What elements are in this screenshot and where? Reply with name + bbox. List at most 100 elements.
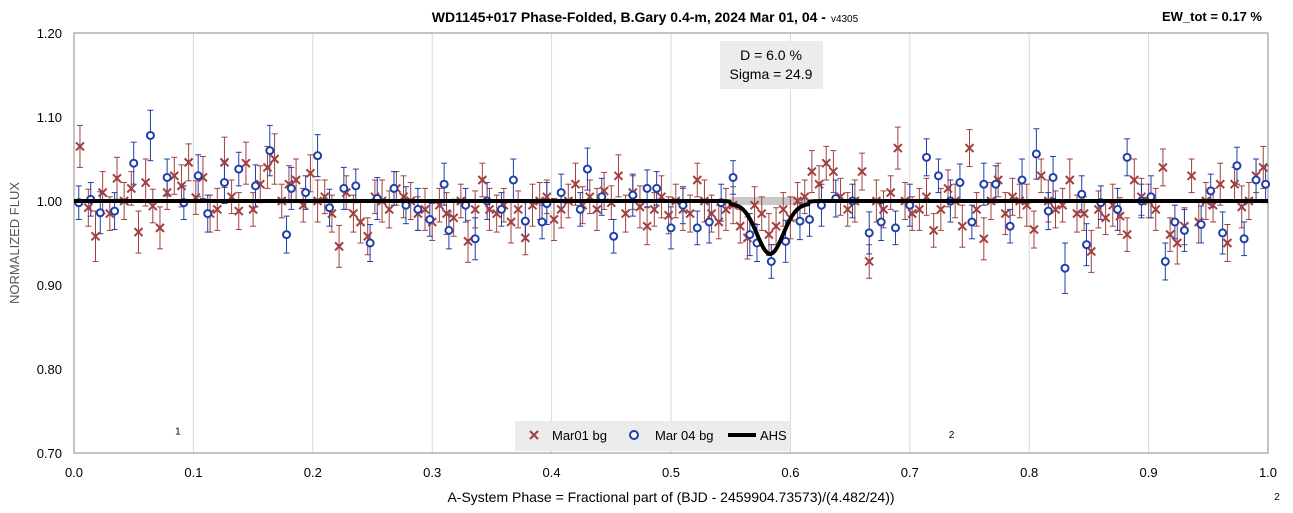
data-point-mar04	[110, 206, 120, 216]
data-point-mar01	[241, 158, 251, 168]
annotation-box-bg	[720, 41, 823, 89]
data-point-mar01	[592, 204, 602, 215]
data-point-mar01	[334, 241, 344, 252]
data-point-mar01	[757, 208, 767, 219]
data-point-mar01	[140, 177, 151, 188]
data-point-mar01	[305, 168, 316, 178]
data-point-mar04	[876, 217, 886, 227]
data-point-mar04	[193, 171, 203, 181]
data-point-mar04	[1122, 152, 1132, 162]
data-point-mar01	[513, 204, 523, 215]
legend-label-mar01: Mar01 bg	[552, 428, 607, 443]
data-point-mar04	[933, 171, 943, 181]
data-point-mar04	[313, 151, 323, 161]
data-point-mar01	[1129, 175, 1139, 185]
legend-marker-mar04	[629, 430, 639, 440]
y-tick-labels: 0.70 0.80 0.90 1.00 1.10 1.20	[37, 26, 62, 461]
data-point-mar04	[766, 256, 776, 266]
data-point-mar01	[477, 175, 488, 185]
x-tick-label: 0.9	[1140, 465, 1158, 480]
data-point-mar04	[439, 179, 449, 189]
data-point-mar04	[642, 183, 652, 193]
data-point-mar04	[1206, 186, 1216, 196]
data-point-mar01	[800, 192, 810, 202]
x-tick-label: 0.2	[304, 465, 322, 480]
data-point-mar04	[575, 204, 585, 214]
data-point-mar04	[389, 183, 399, 193]
data-point-mar04	[704, 217, 714, 227]
data-point-mar04	[537, 217, 547, 227]
data-point-mar04	[444, 225, 454, 235]
y-tick-label: 1.00	[37, 194, 62, 209]
data-point-mar01	[520, 233, 531, 243]
data-point-mar01	[957, 221, 968, 231]
data-point-mar01	[692, 175, 702, 185]
data-point-mar04	[652, 183, 662, 193]
data-point-mar04	[666, 223, 676, 233]
data-point-mar01	[83, 203, 94, 213]
data-point-mar01	[1065, 175, 1075, 185]
y-tick-label: 1.20	[37, 26, 62, 41]
data-point-mar01	[1151, 204, 1161, 215]
data-point-mar01	[355, 217, 366, 227]
x-tick-label: 0.3	[423, 465, 441, 480]
data-point-mar01	[814, 179, 824, 189]
data-point-mar01	[1029, 224, 1039, 235]
data-point-mar04	[470, 234, 480, 244]
data-point-mar04	[955, 178, 965, 188]
data-point-mar04	[129, 158, 139, 168]
data-point-mar04	[325, 203, 335, 213]
data-point-mar01	[893, 143, 903, 153]
data-point-mar01	[183, 157, 194, 168]
data-point-mar01	[1222, 238, 1233, 248]
data-point-mar04	[1170, 217, 1180, 227]
x-tick-labels: 0.0 0.1 0.2 0.3 0.4 0.5 0.6 0.7 0.8 0.9 1.0	[65, 465, 1277, 480]
data-point-mar04	[890, 223, 900, 233]
y-tick-label: 0.80	[37, 362, 62, 377]
data-point-mar04	[496, 204, 506, 214]
data-point-mar04	[1179, 225, 1189, 235]
data-point-mar01	[348, 208, 359, 219]
data-point-mar01	[663, 210, 674, 220]
legend: Mar01 bg Mar 04 bg AHS	[515, 421, 790, 451]
data-point-mar04	[351, 181, 361, 191]
data-point-mar01	[506, 217, 516, 227]
data-point-mar01	[979, 234, 989, 244]
data-point-mar01	[964, 143, 975, 153]
y-tick-label: 0.90	[37, 278, 62, 293]
data-point-mar01	[1229, 179, 1240, 189]
data-point-mar01	[649, 204, 659, 215]
data-point-mar01	[843, 204, 853, 215]
data-point-mar01	[1036, 171, 1046, 181]
data-point-mar01	[219, 157, 230, 168]
data-point-mar04	[1261, 179, 1271, 189]
ahs-model-line	[73, 199, 1269, 256]
data-point-mar01	[864, 256, 874, 267]
data-point-mar01	[441, 208, 452, 219]
data-point-mar04	[1017, 175, 1027, 185]
data-points-group	[74, 130, 1271, 273]
data-point-mar04	[1082, 240, 1092, 250]
data-point-mar04	[1113, 204, 1123, 214]
data-point-mar01	[635, 202, 645, 212]
data-point-mar01	[97, 187, 108, 198]
y-axis-label: NORMALIZED FLUX	[7, 182, 22, 304]
data-point-mar01	[936, 204, 946, 215]
data-point-mar04	[628, 190, 638, 200]
data-point-mar01	[484, 204, 495, 215]
data-point-mar01	[735, 221, 745, 231]
data-point-mar04	[339, 183, 349, 193]
x-tick-label: 0.8	[1020, 465, 1038, 480]
data-point-mar01	[857, 166, 867, 177]
data-point-mar01	[1215, 179, 1225, 189]
data-point-mar01	[549, 214, 559, 225]
data-point-mar04	[301, 188, 311, 198]
ew-total-label: EW_tot = 0.17 %	[1162, 9, 1262, 24]
data-point-mar01	[928, 225, 939, 236]
data-point-mar01	[642, 221, 652, 231]
data-point-mar01	[943, 183, 953, 194]
y-tick-label: 1.10	[37, 110, 62, 125]
data-point-mar01	[971, 204, 982, 215]
data-point-mar04	[692, 223, 702, 233]
